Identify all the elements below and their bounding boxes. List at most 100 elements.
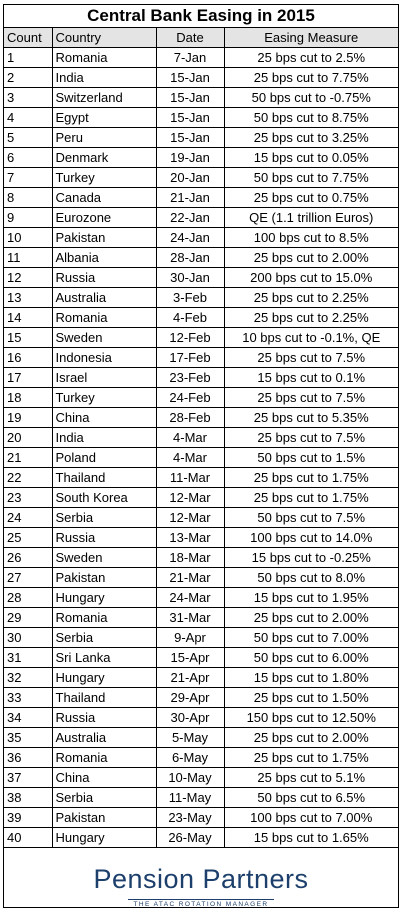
cell-easing-measure: 25 bps cut to 2.5% — [223, 47, 398, 68]
table-row: 6 Denmark 19-Jan 15 bps cut to 0.05% — [4, 147, 398, 168]
cell-country: Australia — [51, 287, 157, 308]
header-count: Count — [4, 28, 53, 48]
cell-country: Romania — [51, 607, 157, 628]
cell-easing-measure: 15 bps cut to 1.95% — [223, 587, 398, 608]
cell-easing-measure: 50 bps cut to 7.00% — [223, 627, 398, 648]
cell-easing-measure: 25 bps cut to 1.75% — [223, 747, 398, 768]
cell-date: 29-Apr — [155, 687, 225, 708]
cell-count: 1 — [4, 47, 53, 68]
cell-country: India — [51, 67, 157, 88]
cell-country: Serbia — [51, 627, 157, 648]
cell-country: Russia — [51, 267, 157, 288]
easing-table: Count Country Date Easing Measure 1 Roman… — [4, 28, 398, 848]
cell-date: 12-Feb — [155, 327, 225, 348]
cell-country: Pakistan — [51, 227, 157, 248]
cell-easing-measure: 25 bps cut to 1.50% — [223, 687, 398, 708]
cell-country: Poland — [51, 447, 157, 468]
cell-country: Peru — [51, 127, 157, 148]
cell-country: Indonesia — [51, 347, 157, 368]
cell-count: 22 — [4, 467, 53, 488]
cell-easing-measure: 15 bps cut to 0.05% — [223, 147, 398, 168]
cell-count: 20 — [4, 427, 53, 448]
cell-count: 33 — [4, 687, 53, 708]
cell-count: 36 — [4, 747, 53, 768]
cell-count: 10 — [4, 227, 53, 248]
pension-partners-logo: Pension Partners THE ATAC ROTATION MANAG… — [4, 857, 398, 909]
cell-easing-measure: 10 bps cut to -0.1%, QE — [223, 327, 398, 348]
cell-easing-measure: 50 bps cut to 7.5% — [223, 507, 398, 528]
table-row: 32 Hungary 21-Apr 15 bps cut to 1.80% — [4, 667, 398, 688]
table-row: 11 Albania 28-Jan 25 bps cut to 2.00% — [4, 247, 398, 268]
cell-count: 34 — [4, 707, 53, 728]
cell-country: Turkey — [51, 387, 157, 408]
table-row: 1 Romania 7-Jan 25 bps cut to 2.5% — [4, 47, 398, 68]
table-row: 4 Egypt 15-Jan 50 bps cut to 8.75% — [4, 107, 398, 128]
table-row: 24 Serbia 12-Mar 50 bps cut to 7.5% — [4, 507, 398, 528]
cell-count: 17 — [4, 367, 53, 388]
cell-count: 24 — [4, 507, 53, 528]
cell-count: 31 — [4, 647, 53, 668]
cell-easing-measure: QE (1.1 trillion Euros) — [223, 207, 398, 228]
cell-easing-measure: 25 bps cut to 3.25% — [223, 127, 398, 148]
cell-country: Thailand — [51, 687, 157, 708]
cell-date: 22-Jan — [155, 207, 225, 228]
cell-country: Israel — [51, 367, 157, 388]
cell-easing-measure: 15 bps cut to 1.65% — [223, 827, 398, 848]
cell-easing-measure: 15 bps cut to 0.1% — [223, 367, 398, 388]
cell-country: South Korea — [51, 487, 157, 508]
cell-date: 31-Mar — [155, 607, 225, 628]
cell-country: Hungary — [51, 827, 157, 848]
cell-easing-measure: 150 bps cut to 12.50% — [223, 707, 398, 728]
cell-date: 23-May — [155, 807, 225, 828]
cell-date: 18-Mar — [155, 547, 225, 568]
cell-country: Hungary — [51, 587, 157, 608]
cell-date: 3-Feb — [155, 287, 225, 308]
table-row: 21 Poland 4-Mar 50 bps cut to 1.5% — [4, 447, 398, 468]
cell-date: 26-May — [155, 827, 225, 848]
cell-easing-measure: 25 bps cut to 0.75% — [223, 187, 398, 208]
cell-country: Pakistan — [51, 567, 157, 588]
header-easing-measure: Easing Measure — [223, 28, 398, 48]
table-row: 34 Russia 30-Apr 150 bps cut to 12.50% — [4, 707, 398, 728]
cell-date: 21-Mar — [155, 567, 225, 588]
cell-country: Sri Lanka — [51, 647, 157, 668]
cell-easing-measure: 15 bps cut to 1.80% — [223, 667, 398, 688]
cell-country: Thailand — [51, 467, 157, 488]
cell-country: Serbia — [51, 787, 157, 808]
cell-date: 11-May — [155, 787, 225, 808]
cell-date: 11-Mar — [155, 467, 225, 488]
table-row: 22 Thailand 11-Mar 25 bps cut to 1.75% — [4, 467, 398, 488]
cell-easing-measure: 25 bps cut to 7.5% — [223, 387, 398, 408]
table-row: 3 Switzerland 15-Jan 50 bps cut to -0.75% — [4, 87, 398, 108]
cell-date: 4-Feb — [155, 307, 225, 328]
table-row: 38 Serbia 11-May 50 bps cut to 6.5% — [4, 787, 398, 808]
table-row: 27 Pakistan 21-Mar 50 bps cut to 8.0% — [4, 567, 398, 588]
cell-easing-measure: 25 bps cut to 7.5% — [223, 427, 398, 448]
cell-count: 7 — [4, 167, 53, 188]
table-row: 31 Sri Lanka 15-Apr 50 bps cut to 6.00% — [4, 647, 398, 668]
cell-count: 37 — [4, 767, 53, 788]
table-row: 30 Serbia 9-Apr 50 bps cut to 7.00% — [4, 627, 398, 648]
cell-easing-measure: 15 bps cut to -0.25% — [223, 547, 398, 568]
table-body: 1 Romania 7-Jan 25 bps cut to 2.5% 2 India 15-… — [4, 47, 398, 848]
table-row: 13 Australia 3-Feb 25 bps cut to 2.25% — [4, 287, 398, 308]
cell-count: 38 — [4, 787, 53, 808]
table-title: Central Bank Easing in 2015 — [4, 5, 398, 28]
table-row: 28 Hungary 24-Mar 15 bps cut to 1.95% — [4, 587, 398, 608]
cell-count: 40 — [4, 827, 53, 848]
cell-date: 28-Feb — [155, 407, 225, 428]
cell-easing-measure: 50 bps cut to 7.75% — [223, 167, 398, 188]
table-row: 40 Hungary 26-May 15 bps cut to 1.65% — [4, 827, 398, 848]
cell-count: 18 — [4, 387, 53, 408]
cell-date: 9-Apr — [155, 627, 225, 648]
cell-country: Pakistan — [51, 807, 157, 828]
cell-easing-measure: 25 bps cut to 2.00% — [223, 727, 398, 748]
table-row: 7 Turkey 20-Jan 50 bps cut to 7.75% — [4, 167, 398, 188]
cell-country: Turkey — [51, 167, 157, 188]
cell-easing-measure: 25 bps cut to 5.35% — [223, 407, 398, 428]
cell-country: China — [51, 767, 157, 788]
cell-date: 23-Feb — [155, 367, 225, 388]
table-row: 37 China 10-May 25 bps cut to 5.1% — [4, 767, 398, 788]
cell-date: 7-Jan — [155, 47, 225, 68]
cell-date: 12-Mar — [155, 487, 225, 508]
